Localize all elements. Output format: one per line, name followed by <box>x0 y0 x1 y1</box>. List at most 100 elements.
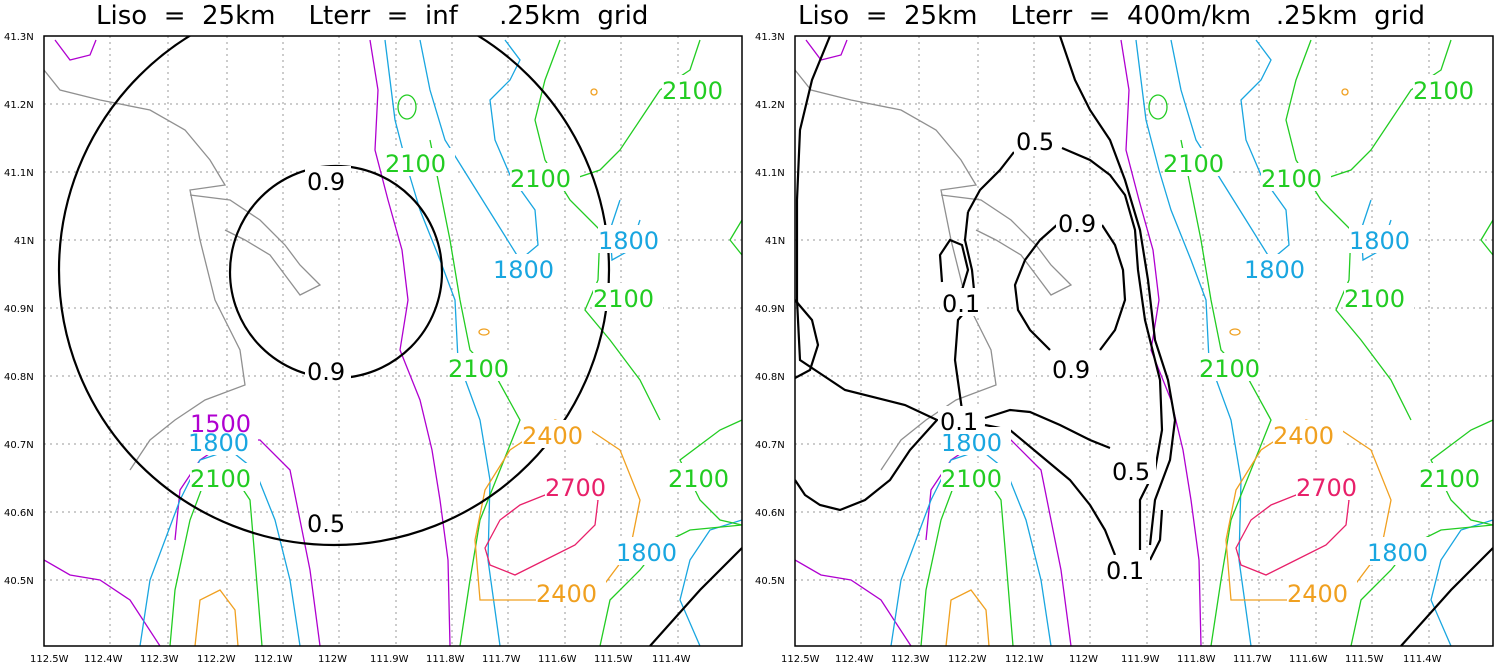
map-frame <box>794 35 1494 647</box>
x-tick-label: 111.7W <box>1233 654 1272 665</box>
x-tick-label: 111.7W <box>482 654 521 665</box>
weight-contour-0.5 <box>795 299 820 379</box>
terrain-label: 2100 <box>1344 285 1405 313</box>
terrain-contour-2100 <box>679 419 742 526</box>
terrain-label: 2400 <box>1273 422 1334 450</box>
x-tick-label: 111.5W <box>1345 654 1384 665</box>
terrain-contour-2100 <box>729 219 742 256</box>
x-tick-label: 112.3W <box>891 654 930 665</box>
terrain-label: 2700 <box>545 474 606 502</box>
terrain-label: 2400 <box>536 580 597 608</box>
terrain-contour-2700 <box>1235 489 1350 576</box>
x-tick-label: 111.5W <box>594 654 633 665</box>
map-frame <box>43 35 743 647</box>
terrain-label: 2100 <box>1163 150 1224 178</box>
x-tick-label: 112.5W <box>781 654 820 665</box>
x-tick-label: 111.8W <box>1177 654 1216 665</box>
weight-label: 0.5 <box>1016 128 1054 156</box>
weight-label: 0.1 <box>1106 557 1144 585</box>
terrain-label: 1800 <box>493 256 554 284</box>
terrain-contour-1500 <box>795 559 912 646</box>
weight-contour-0.9 <box>1058 36 1177 546</box>
terrain-contour-1500 <box>369 39 451 646</box>
terrain-label: 2100 <box>385 150 446 178</box>
y-tick-label: 41N <box>14 236 34 247</box>
weight-labels: 0.5 0.9 0.1 0.9 0.1 0.5 0.1 <box>938 126 1156 585</box>
terrain-label: 2100 <box>1413 77 1474 105</box>
coastline <box>189 194 322 296</box>
x-tick-label: 112.5W <box>30 654 69 665</box>
terrain-contour-2100 <box>920 469 1014 646</box>
weight-label: 0.1 <box>942 290 980 318</box>
panel-title: Liso = 25km Lterr = 400m/km .25km grid <box>798 1 1425 31</box>
y-tick-label: 40.6N <box>4 508 34 519</box>
weight-label: 0.9 <box>307 358 345 386</box>
y-axis-labels: 41.3N 41.2N 41.1N 41N 40.9N 40.8N 40.7N … <box>4 32 34 587</box>
weight-contour-0.1 <box>938 238 970 291</box>
terrain-label: 2100 <box>1261 165 1322 193</box>
weight-contour-0.1 <box>1149 509 1164 561</box>
weight-label: 0.1 <box>940 408 978 436</box>
y-tick-label: 41.1N <box>755 168 785 179</box>
x-tick-label: 111.6W <box>1289 654 1328 665</box>
y-tick-label: 41.2N <box>4 100 34 111</box>
x-axis-labels: 112.5W 112.4W 112.3W 112.2W 112.1W 112W … <box>781 654 1442 665</box>
x-tick-label: 112.1W <box>254 654 293 665</box>
x-tick-label: 111.8W <box>426 654 465 665</box>
terrain-labels: 2100 2100 2100 2100 2100 2100 2100 1800 … <box>188 75 738 608</box>
weight-contour-0.5 <box>649 547 742 646</box>
terrain-contour-1800 <box>1170 39 1290 261</box>
terrain-contour-2100 <box>397 94 417 120</box>
terrain-label: 2100 <box>448 355 509 383</box>
terrain-label: 2100 <box>668 465 729 493</box>
terrain-label: 2100 <box>510 165 571 193</box>
x-tick-label: 111.4W <box>652 654 691 665</box>
terrain-contour-1500 <box>44 559 161 646</box>
x-axis-labels: 112.5W 112.4W 112.3W 112.2W 112.1W 112W … <box>30 654 691 665</box>
terrain-contour-2400 <box>1229 328 1241 336</box>
terrain-label: 2100 <box>941 465 1002 493</box>
terrain-label: 1800 <box>1367 539 1428 567</box>
weight-contour-0.5 <box>1400 547 1493 646</box>
x-tick-label: 112.4W <box>835 654 874 665</box>
weight-labels: 0.9 0.9 0.5 <box>305 166 351 538</box>
y-tick-label: 41.3N <box>755 32 785 43</box>
x-tick-label: 111.4W <box>1403 654 1442 665</box>
terrain-label: 2100 <box>1419 465 1480 493</box>
x-tick-label: 112.3W <box>140 654 179 665</box>
terrain-contour-2100 <box>1148 94 1168 120</box>
terrain-contour-1500 <box>54 39 97 61</box>
weight-label: 0.9 <box>1058 210 1096 238</box>
x-tick-label: 112.2W <box>197 654 236 665</box>
terrain-contour-1500 <box>805 39 848 61</box>
y-tick-label: 40.5N <box>755 576 785 587</box>
terrain-contour-2400 <box>194 589 239 646</box>
terrain-label: 1800 <box>1349 227 1410 255</box>
weight-contour-0.1 <box>984 408 1111 450</box>
y-tick-label: 40.7N <box>755 440 785 451</box>
x-tick-label: 111.9W <box>1121 654 1160 665</box>
terrain-contour-2100 <box>429 139 521 646</box>
terrain-contour-2100 <box>1320 39 1452 181</box>
terrain-contour-2100 <box>1180 139 1272 646</box>
weight-contour-0.9 <box>1013 223 1059 351</box>
coastline <box>44 69 246 471</box>
x-tick-label: 111.9W <box>370 654 409 665</box>
y-tick-label: 40.8N <box>755 372 785 383</box>
y-tick-label: 41N <box>765 236 785 247</box>
terrain-label: 1800 <box>188 429 249 457</box>
terrain-contour-2100 <box>1480 219 1493 256</box>
terrain-label: 1800 <box>598 227 659 255</box>
terrain-contour-2400 <box>590 88 598 96</box>
terrain-contour-1500 <box>174 439 321 646</box>
terrain-contour-1800 <box>1135 39 1252 646</box>
terrain-contour-1800 <box>419 39 539 261</box>
panel-left: Liso = 25km Lterr = inf .25km grid <box>4 1 743 665</box>
weight-label: 0.9 <box>1052 356 1090 384</box>
terrain-contour-2400 <box>478 328 490 336</box>
terrain-label: 1500 <box>190 410 251 438</box>
x-tick-label: 112W <box>318 654 347 665</box>
terrain-label: 2100 <box>190 465 251 493</box>
panel-title: Liso = 25km Lterr = inf .25km grid <box>96 1 648 31</box>
